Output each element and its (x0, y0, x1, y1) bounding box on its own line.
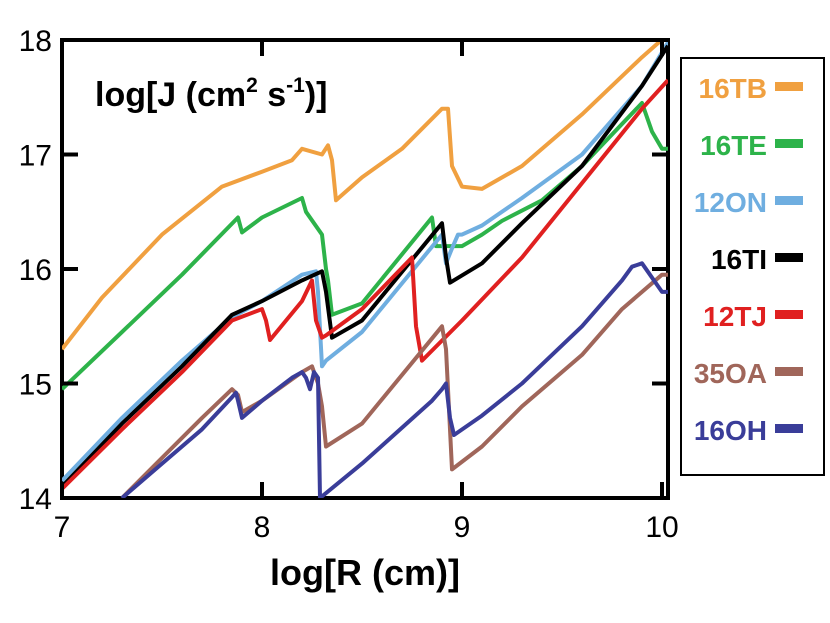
x-tick-label: 9 (454, 511, 471, 544)
x-tick-label: 8 (254, 511, 271, 544)
y-tick-label: 17 (19, 140, 52, 173)
legend-label-12on: 12ON (694, 187, 767, 218)
legend-label-16te: 16TE (700, 130, 767, 161)
x-axis-title: log[R (cm)] (270, 552, 460, 593)
axis-ticks: 7 8 9 10 14 15 16 17 18 (19, 25, 679, 544)
series-line-16tb (62, 40, 665, 351)
legend-swatch-35oa (775, 367, 803, 376)
legend-label-16ti: 16TI (711, 244, 767, 275)
series-lines (62, 40, 668, 498)
legend-label-35oa: 35OA (694, 358, 767, 389)
y-tick-label: 14 (19, 483, 52, 516)
x-tick-label: 7 (54, 511, 71, 544)
series-line-16oh (120, 261, 668, 498)
legend-swatch-16te (775, 139, 803, 148)
legend-label-16tb: 16TB (699, 73, 767, 104)
legend-swatch-16oh (775, 424, 803, 433)
inset-sup-1: 2 (246, 74, 258, 97)
legend-swatch-12on (775, 196, 803, 205)
y-tick-label: 15 (19, 369, 52, 402)
legend-swatch-12tj (775, 310, 803, 319)
x-tick-label: 10 (645, 511, 678, 544)
series-line-35oa (120, 272, 668, 498)
y-tick-label: 16 (19, 254, 52, 287)
inset-sup-2: -1 (286, 74, 305, 97)
legend-box (680, 57, 825, 476)
inset-label: log[J (cm2 s-1)] (95, 74, 328, 114)
series-line-12tj (62, 78, 668, 491)
y-tick-label: 18 (19, 25, 52, 58)
legend-label-12tj: 12TJ (703, 301, 767, 332)
legend-swatch-16tb (775, 82, 803, 91)
legend: 16TB 16TE 12ON 16TI 12TJ 35OA 16OH (694, 73, 803, 446)
legend-label-16oh: 16OH (694, 415, 767, 446)
series-line-16ti (62, 44, 668, 488)
legend-swatch-16ti (775, 253, 803, 262)
